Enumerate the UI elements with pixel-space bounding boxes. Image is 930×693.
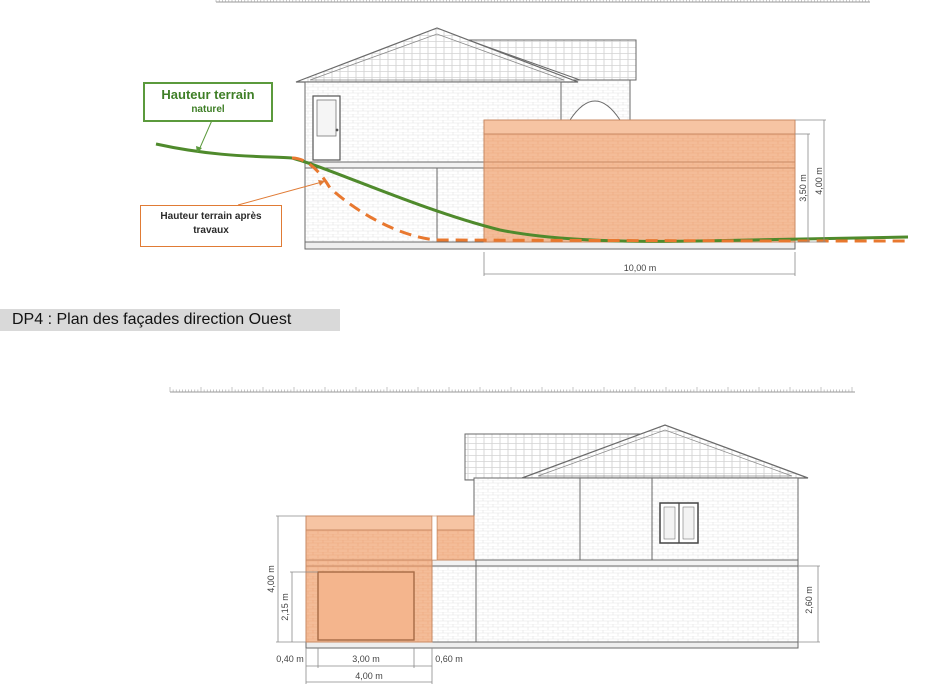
callout-after-line2: travaux bbox=[193, 225, 229, 236]
floor-band bbox=[304, 161, 486, 169]
callout-after-works: Hauteur terrain après travaux bbox=[140, 205, 282, 247]
dim-west-height-400: 4,00 m bbox=[266, 565, 276, 593]
dim-height-350: 3,50 m bbox=[798, 174, 808, 202]
dim-west-width-300: 3,00 m bbox=[352, 654, 380, 664]
after-works-ground-line bbox=[291, 156, 908, 243]
dim-width-10m: 10,00 m bbox=[624, 263, 657, 273]
callout-natural-line2: naturel bbox=[191, 104, 225, 115]
lower-floor-wall bbox=[304, 167, 486, 243]
west-dimensions bbox=[276, 515, 820, 684]
leader-natural bbox=[198, 117, 214, 151]
callout-after-line1: Hauteur terrain après bbox=[160, 211, 262, 222]
west-lower-wall bbox=[431, 565, 799, 643]
dim-west-height-215: 2,15 m bbox=[280, 593, 290, 621]
extension-block bbox=[483, 119, 796, 243]
bottom-ruler bbox=[169, 387, 855, 393]
dim-west-width-total: 4,00 m bbox=[355, 671, 383, 681]
house-west-elevation bbox=[305, 424, 809, 649]
rear-roof bbox=[467, 39, 637, 81]
dim-west-height-260: 2,60 m bbox=[804, 586, 814, 614]
leader-after-works bbox=[237, 181, 323, 206]
foundation-base bbox=[304, 241, 796, 250]
callout-natural-line1: Hauteur terrain bbox=[161, 87, 255, 102]
top-ruler bbox=[215, 0, 870, 3]
top-dimensions bbox=[483, 119, 826, 276]
house-top-elevation bbox=[295, 27, 796, 250]
dim-west-width-040: 0,40 m bbox=[276, 654, 304, 664]
dim-west-width-060: 0,60 m bbox=[435, 654, 463, 664]
garage-door bbox=[317, 571, 415, 641]
section-title: DP4 : Plan des façades direction Ouest bbox=[0, 309, 340, 331]
dim-height-400: 4,00 m bbox=[814, 167, 824, 195]
west-foundation-base bbox=[305, 641, 799, 649]
callout-natural-ground: Hauteur terrain naturel bbox=[143, 82, 273, 122]
west-upper-wall bbox=[473, 477, 799, 561]
